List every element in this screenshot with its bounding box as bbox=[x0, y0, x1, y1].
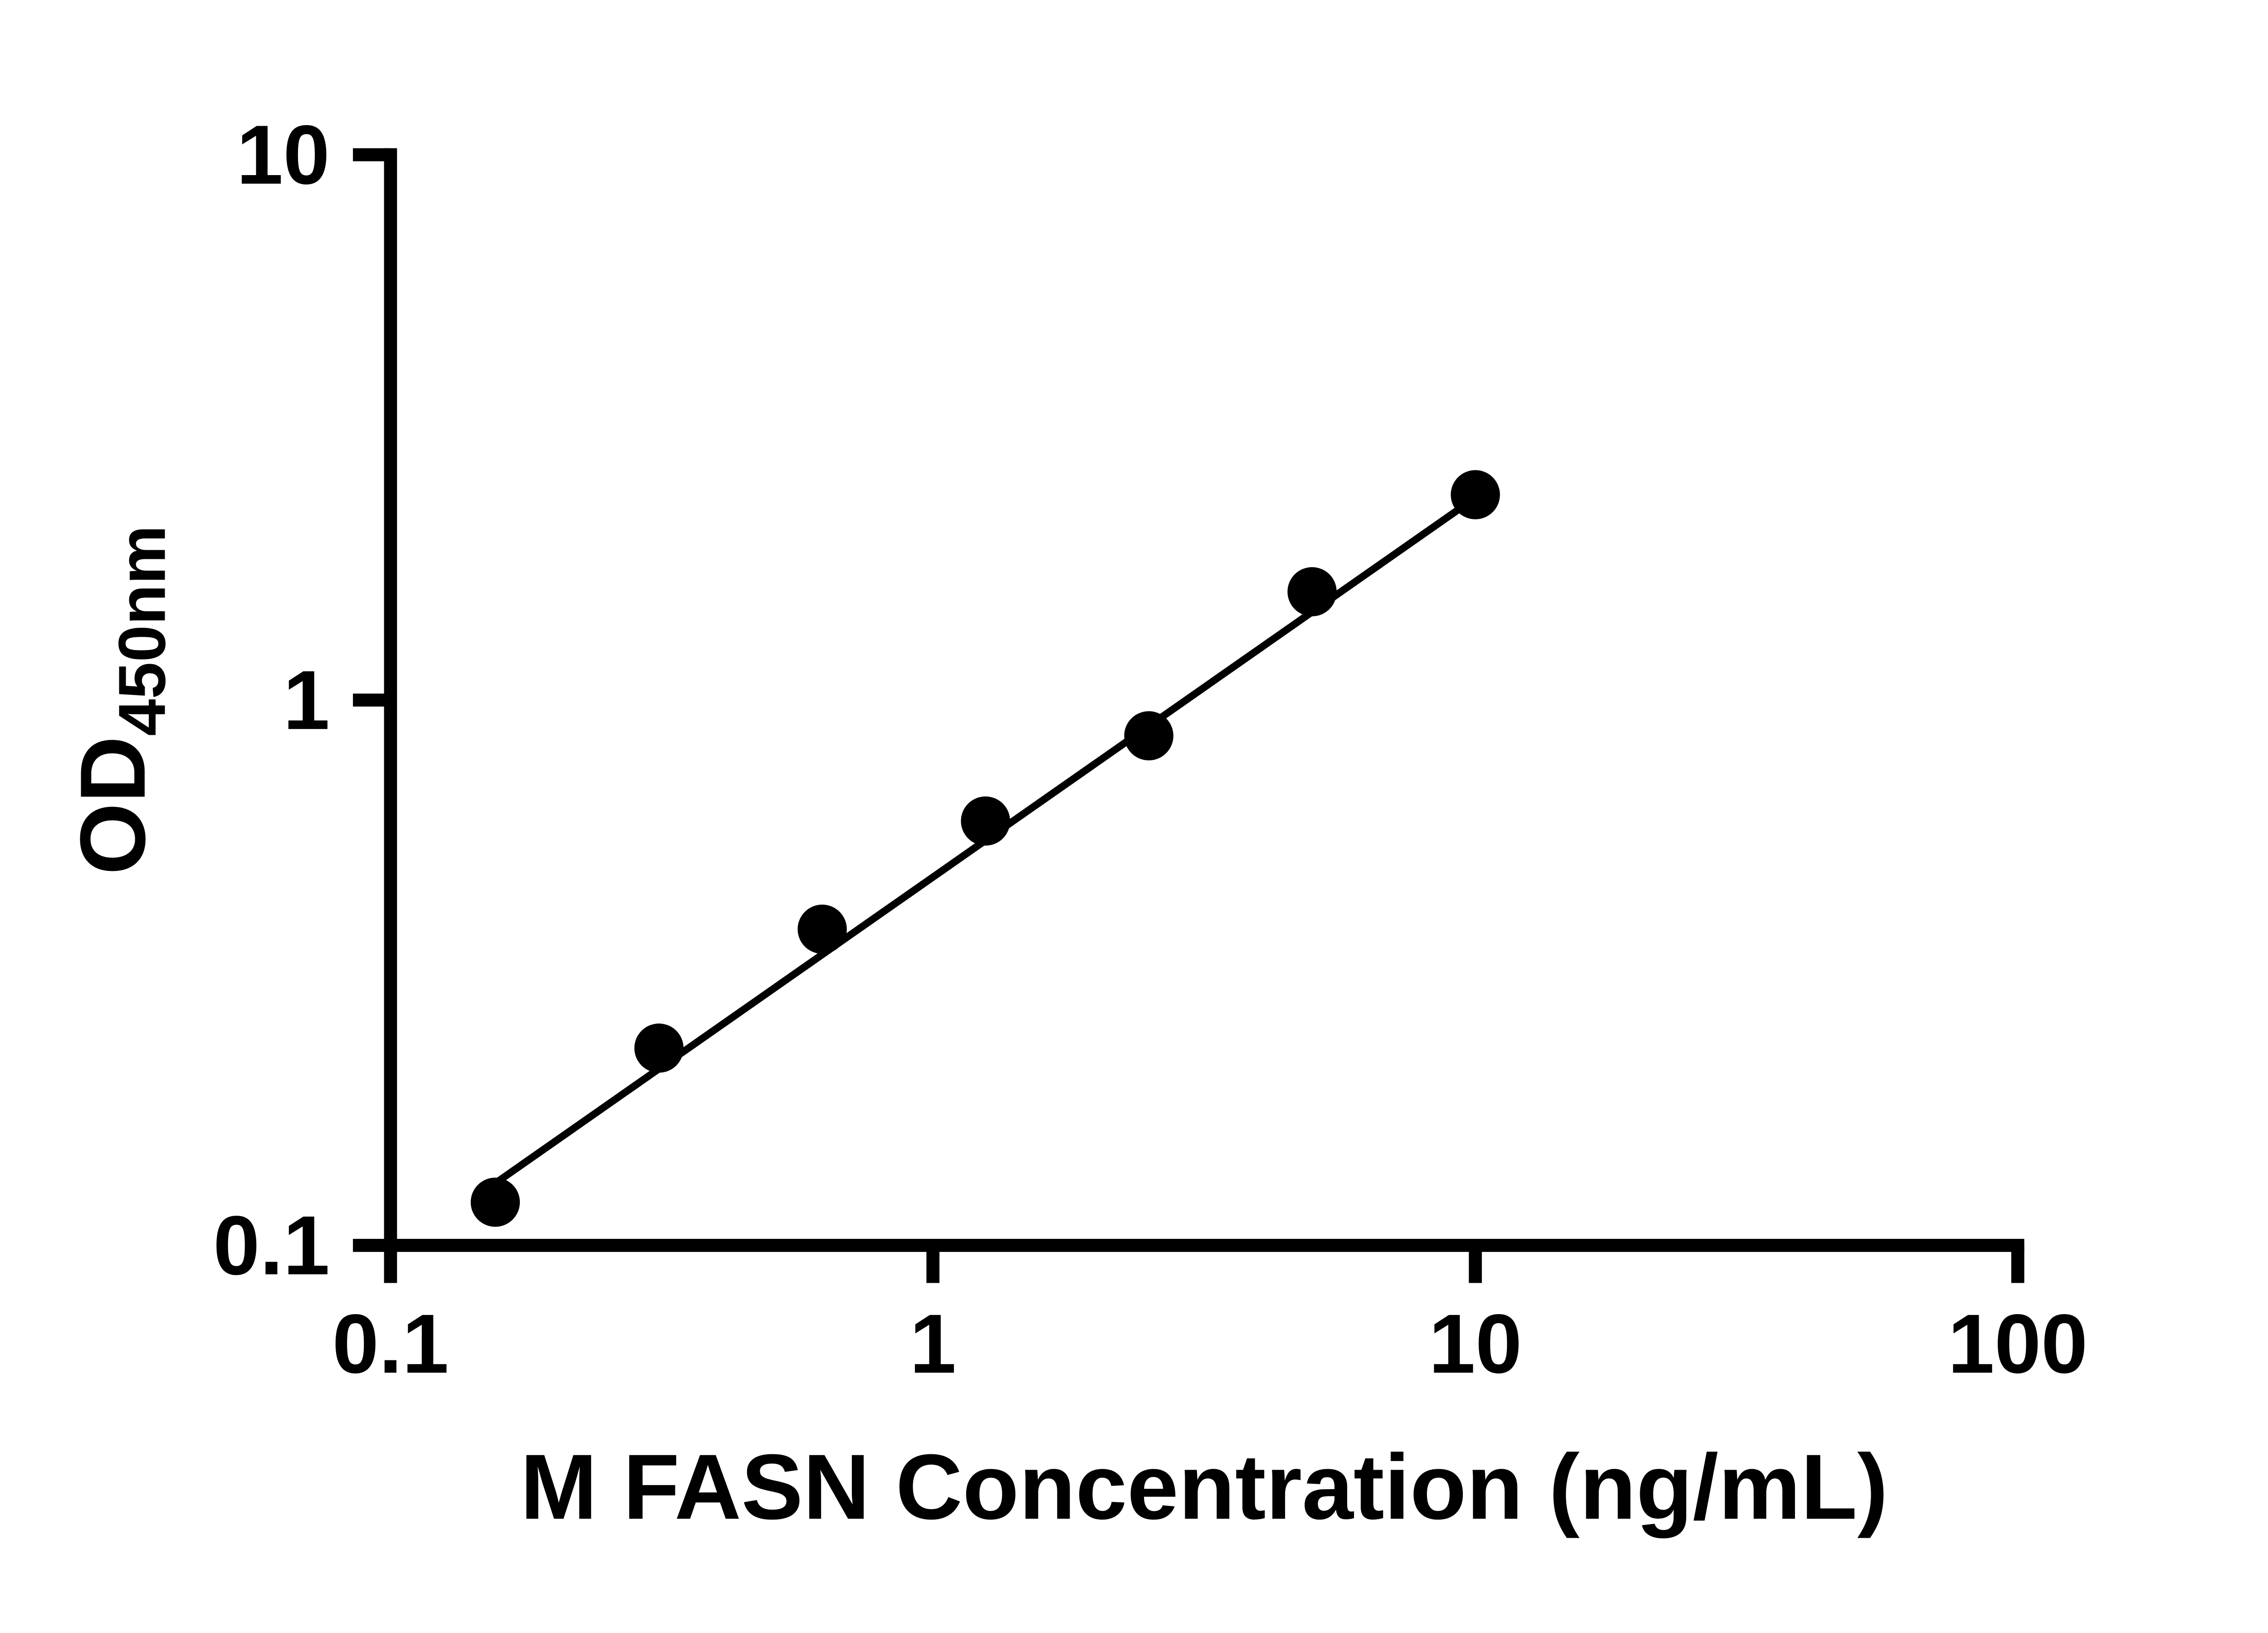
y-tick-label: 10 bbox=[236, 108, 330, 202]
y-axis-title-subscript: 450nm bbox=[105, 525, 180, 736]
y-tick-label: 1 bbox=[283, 654, 330, 747]
data-point bbox=[961, 796, 1010, 846]
axis-ticks bbox=[353, 148, 2024, 1283]
data-point bbox=[1451, 470, 1500, 519]
data-point bbox=[470, 1178, 520, 1227]
data-point bbox=[1124, 711, 1173, 761]
y-axis-title: OD450nm bbox=[61, 525, 180, 875]
data-point bbox=[634, 1023, 684, 1073]
axis-titles: M FASN Concentration (ng/mL) OD450nm bbox=[61, 525, 1888, 1539]
tick-labels: 0.1 1 10 100 0.1 1 10 bbox=[213, 108, 2088, 1391]
data-point bbox=[1287, 567, 1337, 616]
x-tick-label: 1 bbox=[909, 1297, 956, 1391]
y-axis-title-main: OD bbox=[61, 736, 165, 875]
x-tick-label: 10 bbox=[1429, 1297, 1522, 1391]
x-tick-label: 100 bbox=[1948, 1297, 2088, 1391]
y-tick-label: 0.1 bbox=[213, 1199, 330, 1292]
data-series bbox=[470, 470, 1500, 1227]
x-tick-label: 0.1 bbox=[332, 1297, 449, 1391]
x-axis-title: M FASN Concentration (ng/mL) bbox=[520, 1435, 1888, 1539]
data-point bbox=[797, 905, 847, 954]
